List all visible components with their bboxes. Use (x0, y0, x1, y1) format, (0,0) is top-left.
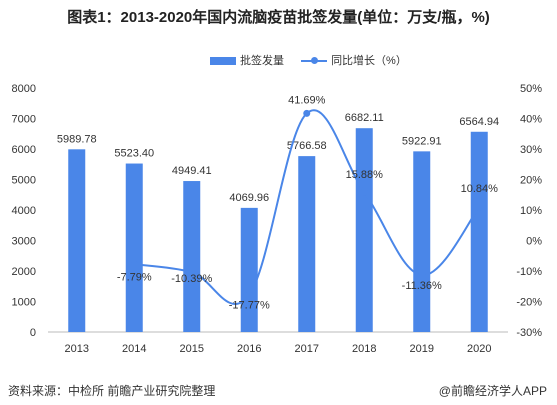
x-tick-label: 2020 (467, 343, 491, 355)
growth-labels: -7.79% -10.39% -17.77% 41.69% 15.88% -11.36% 1… (117, 94, 498, 311)
bar-labels: 5989.78 5523.40 4949.41 4069.96 5766.58 6682.… (57, 112, 499, 204)
growth-value-label: 41.69% (288, 94, 326, 106)
y-right-tick-label: -10% (516, 266, 542, 278)
bar (355, 128, 373, 332)
growth-point (303, 109, 311, 117)
growth-value-label: -17.77% (229, 300, 270, 312)
bar-value-label: 6682.11 (345, 112, 384, 124)
bar (240, 207, 258, 332)
bars (68, 128, 488, 332)
bar (183, 181, 201, 332)
growth-point (130, 260, 138, 268)
y-left-tick-label: 5000 (12, 175, 36, 187)
credit-note: @前瞻经济学人APP (438, 384, 547, 398)
x-tick-label: 2017 (295, 343, 319, 355)
growth-point (360, 188, 368, 196)
y-left-tick-label: 2000 (12, 266, 36, 278)
y-left-tick-label: 4000 (12, 205, 36, 217)
y-right-tick-label: -20% (516, 297, 542, 309)
bar (125, 163, 143, 332)
y-left-tick-label: 0 (30, 327, 36, 339)
growth-value-label: 10.84% (461, 183, 499, 195)
growth-value-label: -7.79% (117, 271, 152, 283)
bar-value-label: 5766.58 (287, 140, 327, 152)
y-right-tick-label: -30% (516, 327, 542, 339)
x-tick-label: 2019 (410, 343, 434, 355)
x-tick-label: 2013 (65, 343, 89, 355)
growth-point (418, 271, 426, 279)
legend-swatch-bar (210, 57, 236, 66)
y-right-tick-label: 20% (520, 175, 542, 187)
y-left-tick-label: 6000 (12, 144, 36, 156)
y-left-tick-label: 1000 (12, 297, 36, 309)
y-left-tick-label: 7000 (12, 114, 36, 126)
legend-swatch-line (301, 57, 328, 65)
legend-item-line: 同比增长（%） (301, 52, 407, 68)
x-tick-labels: 2013 2014 2015 2016 2017 2018 2019 2020 (65, 343, 492, 355)
source-note: 资料来源：中检所 前瞻产业研究院整理 (8, 384, 216, 398)
axes: 0 1000 2000 3000 4000 5000 6000 7000 8000 -30% -20… (12, 83, 543, 339)
bar-value-label: 4949.41 (172, 165, 212, 177)
growth-point (188, 268, 196, 276)
y-right-tick-label: 50% (520, 83, 542, 95)
x-tick-label: 2015 (180, 343, 204, 355)
x-tick-label: 2014 (122, 343, 146, 355)
growth-line (130, 109, 483, 305)
legend-label-line: 同比增长（%） (331, 55, 407, 67)
x-tick-label: 2016 (237, 343, 261, 355)
bar (470, 131, 488, 332)
growth-value-label: -11.36% (402, 280, 442, 292)
y-left-tick-label: 3000 (12, 236, 36, 248)
chart-title: 图表1：2013-2020年国内流脑疫苗批签发量(单位：万支/瓶，%) (67, 9, 490, 26)
legend-item-bar: 批签发量 (210, 52, 284, 68)
bar (298, 156, 316, 332)
y-left-tick-label: 8000 (12, 83, 36, 95)
y-right-tick-label: 30% (520, 144, 542, 156)
bar (68, 149, 86, 332)
growth-value-label: -10.39% (171, 273, 212, 285)
y-right-tick-label: 10% (520, 205, 542, 217)
legend: 批签发量 同比增长（%） (210, 52, 421, 68)
bar-value-label: 4069.96 (229, 192, 269, 204)
legend-label-bar: 批签发量 (240, 55, 284, 67)
growth-point (245, 291, 253, 299)
growth-point (475, 203, 483, 211)
bar (413, 151, 431, 332)
y-right-tick-label: 40% (520, 114, 542, 126)
bar-value-label: 5989.78 (57, 133, 97, 145)
y-right-tick-label: 0% (526, 236, 542, 248)
x-tick-label: 2018 (352, 343, 376, 355)
bar-value-label: 5523.40 (114, 148, 154, 160)
bar-value-label: 6564.94 (459, 116, 499, 128)
bar-value-label: 5922.91 (402, 135, 442, 147)
growth-value-label: 15.88% (346, 169, 384, 181)
